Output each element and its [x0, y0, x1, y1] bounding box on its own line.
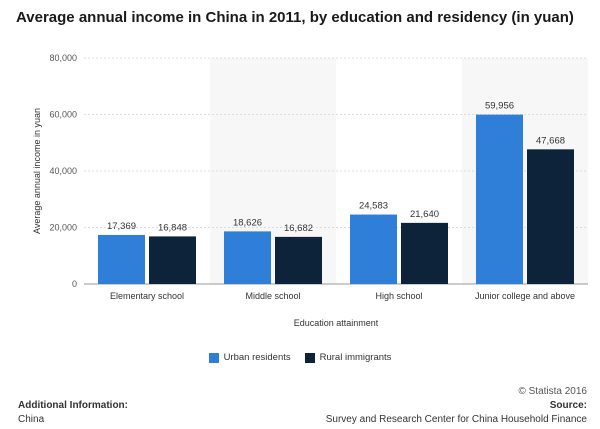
- bar: [98, 234, 145, 284]
- bars: [98, 114, 574, 284]
- additional-info-label: Additional Information:: [18, 400, 128, 411]
- data-label: 16,848: [158, 222, 187, 233]
- legend-label-rural: Rural immigrants: [319, 352, 392, 363]
- data-label: 17,369: [107, 221, 136, 232]
- data-label: 59,956: [485, 101, 514, 112]
- y-tick-label: 60,000: [49, 110, 77, 120]
- data-label: 18,626: [233, 217, 262, 228]
- data-labels: 17,369 16,848 18,626 16,682 24,583 21,640 59,9…: [107, 101, 565, 234]
- legend-swatch-rural: [304, 352, 315, 363]
- bar: [476, 114, 523, 284]
- bar: [350, 214, 397, 284]
- y-tick-label: 0: [72, 279, 77, 289]
- bar: [401, 222, 448, 284]
- data-label: 47,668: [536, 135, 565, 146]
- additional-info-value: China: [18, 414, 45, 425]
- bar: [149, 236, 196, 284]
- additional-information: Additional Information: China: [18, 399, 128, 427]
- x-axis-categories: Elementary school Middle school High schoo…: [110, 291, 575, 301]
- x-tick-label: Middle school: [245, 291, 300, 301]
- source-block: © Statista 2016 Source: Survey and Resea…: [326, 385, 587, 427]
- data-label: 16,682: [284, 223, 313, 234]
- x-tick-label: Elementary school: [110, 291, 184, 301]
- data-label: 21,640: [410, 209, 439, 220]
- copyright: © Statista 2016: [518, 386, 587, 397]
- x-tick-label: High school: [375, 291, 422, 301]
- legend-item-rural[interactable]: Rural immigrants: [304, 352, 392, 363]
- legend-item-urban[interactable]: Urban residents: [208, 352, 291, 363]
- chart-title: Average annual income in China in 2011, …: [16, 9, 574, 26]
- y-axis-ticks: 0 20,000 40,000 60,000 80,000: [49, 53, 77, 289]
- bar-chart: 0 20,000 40,000 60,000 80,000 17,369 16,848 18…: [32, 53, 588, 328]
- legend-swatch-urban: [208, 352, 219, 363]
- y-tick-label: 40,000: [49, 166, 77, 176]
- y-axis-title: Average annual income in yuan: [32, 108, 42, 234]
- data-label: 24,583: [359, 201, 388, 212]
- source-value[interactable]: Survey and Research Center for China Hou…: [325, 414, 587, 425]
- x-tick-label: Junior college and above: [475, 291, 575, 301]
- y-tick-label: 20,000: [49, 223, 77, 233]
- bar: [527, 149, 574, 284]
- legend: Urban residents Rural immigrants: [0, 352, 600, 363]
- bar: [224, 231, 271, 284]
- source-label: Source:: [549, 400, 587, 411]
- bar: [275, 236, 322, 284]
- x-axis-title: Education attainment: [294, 318, 379, 328]
- legend-label-urban: Urban residents: [223, 352, 291, 363]
- y-tick-label: 80,000: [49, 53, 77, 63]
